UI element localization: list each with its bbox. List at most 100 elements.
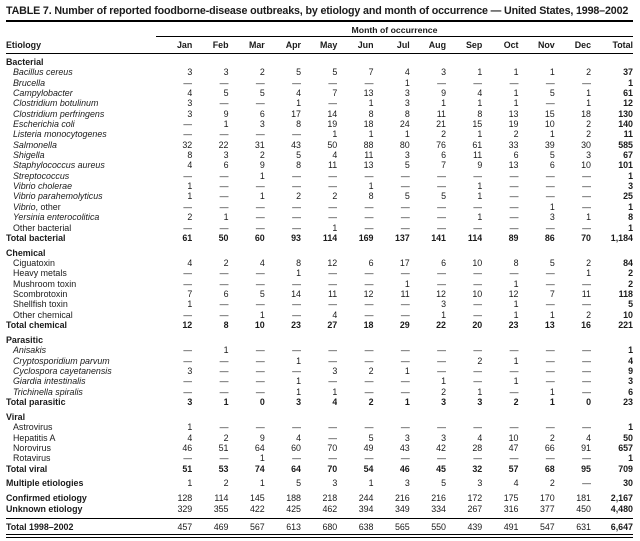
etiology-label: Confirmed etiology: [6, 493, 87, 504]
value-cell: 2: [549, 432, 555, 443]
value-cell: 2: [441, 129, 446, 140]
value-cell: —: [255, 201, 265, 212]
value-cell: 1: [477, 386, 483, 397]
value-cell: —: [219, 170, 229, 181]
value-cell: 4: [477, 88, 483, 99]
etiology-label: Parasitic: [6, 334, 44, 345]
total-cell: 1: [628, 77, 633, 88]
etiology-label: Cryptosporidium parvum: [6, 356, 156, 366]
value-cell: 8: [187, 150, 193, 161]
value-cell: 169: [358, 232, 374, 243]
value-cell: —: [328, 432, 338, 443]
value-cell: 4: [296, 432, 301, 443]
value-cell: 638: [337, 518, 374, 535]
value-cell: —: [255, 129, 265, 140]
value-cell: —: [183, 77, 193, 88]
value-cell: 1: [404, 397, 410, 407]
value-cell: —: [437, 170, 446, 181]
value-cell: 91: [581, 442, 591, 453]
etiology-label: Campylobacter: [6, 88, 156, 98]
value-cell: 1: [513, 67, 519, 78]
value-cell: —: [400, 386, 410, 397]
value-cell: —: [292, 345, 301, 356]
table-row: Trichinella spiralis — — — 1 1 — — 2 1 — 1 — 6: [6, 387, 633, 397]
value-cell: 3: [477, 397, 483, 407]
value-cell: —: [255, 365, 265, 376]
value-cell: —: [255, 77, 265, 88]
value-cell: 567: [228, 518, 265, 535]
value-cell: 57: [508, 463, 519, 474]
value-cell: —: [219, 129, 229, 140]
table-row: Clostridium botulinum 3 — — 1 — 1 3 1 1 1 — 1 12: [6, 98, 633, 108]
value-cell: 1: [513, 299, 519, 310]
value-cell: 1: [223, 212, 229, 223]
total-cell: 12: [623, 98, 633, 109]
value-cell: 1: [549, 386, 555, 397]
value-cell: 1: [223, 397, 229, 407]
value-cell: 1: [187, 478, 193, 489]
value-cell: 1: [404, 365, 410, 376]
value-cell: —: [582, 222, 591, 233]
value-cell: 12: [327, 258, 338, 269]
value-cell: 86: [544, 232, 555, 243]
value-cell: 1: [332, 386, 338, 397]
total-cell: 8: [628, 212, 633, 223]
value-cell: 3: [187, 397, 193, 407]
section-row: Bacterial: [6, 54, 633, 68]
value-cell: —: [437, 201, 446, 212]
value-cell: 7: [187, 289, 193, 300]
etiology-label: Viral: [6, 411, 26, 422]
table-row: Salmonella 32 22 31 43 50 88 80 76 61 33 39 30 585: [6, 140, 633, 150]
value-cell: 2: [586, 119, 591, 130]
value-cell: 6: [441, 258, 446, 269]
etiology-label: Hepatitis A: [13, 432, 56, 443]
value-cell: —: [509, 201, 519, 212]
value-cell: 23: [291, 320, 301, 331]
value-cell: 3: [187, 67, 193, 78]
total-cell: 709: [618, 463, 633, 474]
value-cell: 1: [223, 345, 229, 356]
value-cell: 4: [332, 309, 338, 320]
value-cell: 8: [404, 108, 410, 119]
value-cell: 9: [441, 88, 446, 99]
etiology-label: Clostridium botulinum: [6, 98, 156, 108]
value-cell: 4: [332, 150, 338, 161]
value-cell: —: [582, 355, 591, 366]
value-cell: 1: [332, 222, 338, 233]
value-cell: 46: [399, 463, 410, 474]
value-cell: —: [328, 422, 338, 433]
value-cell: 1: [549, 129, 555, 140]
total-row: Total viral 51 53 74 64 70 54 46 45 32 57 68 95 709: [6, 464, 633, 474]
value-cell: —: [400, 309, 410, 320]
value-cell: 6: [259, 108, 265, 119]
total-row: Total bacterial 61 50 60 93 114 169 137 141 114 89…: [6, 233, 633, 243]
value-cell: —: [582, 170, 591, 181]
value-cell: 1: [187, 191, 193, 202]
value-cell: 3: [404, 88, 410, 99]
value-cell: —: [582, 422, 591, 433]
total-cell: 30: [623, 478, 633, 489]
summary-row: Multiple etiologies 1 2 1 5 3 1 3 5 3 4 2 — 30: [6, 478, 633, 488]
value-cell: —: [364, 77, 374, 88]
value-cell: 8: [477, 108, 483, 119]
value-cell: —: [509, 181, 519, 192]
value-cell: 10: [472, 258, 483, 269]
etiology-label: Bacillus cereus: [6, 67, 156, 77]
total-cell: 1: [628, 170, 633, 181]
table-row: Brucella — — — — — — 1 — — — — — 1: [6, 78, 633, 88]
value-cell: 60: [291, 442, 301, 453]
value-cell: 1: [549, 309, 555, 320]
etiology-label: Vibrio, other: [13, 201, 61, 212]
value-cell: 13: [544, 320, 555, 331]
value-cell: 2: [259, 67, 265, 78]
etiology-name-italic: Clostridium botulinum: [13, 98, 99, 109]
value-cell: —: [473, 299, 483, 310]
value-cell: 29: [399, 320, 410, 331]
value-cell: 61: [472, 139, 483, 150]
value-cell: 11: [473, 150, 483, 161]
value-cell: —: [364, 386, 374, 397]
value-cell: 8: [368, 108, 374, 119]
etiology-label: Listeria monocytogenes: [6, 129, 156, 139]
value-cell: 2: [513, 129, 519, 140]
value-cell: —: [183, 345, 193, 356]
